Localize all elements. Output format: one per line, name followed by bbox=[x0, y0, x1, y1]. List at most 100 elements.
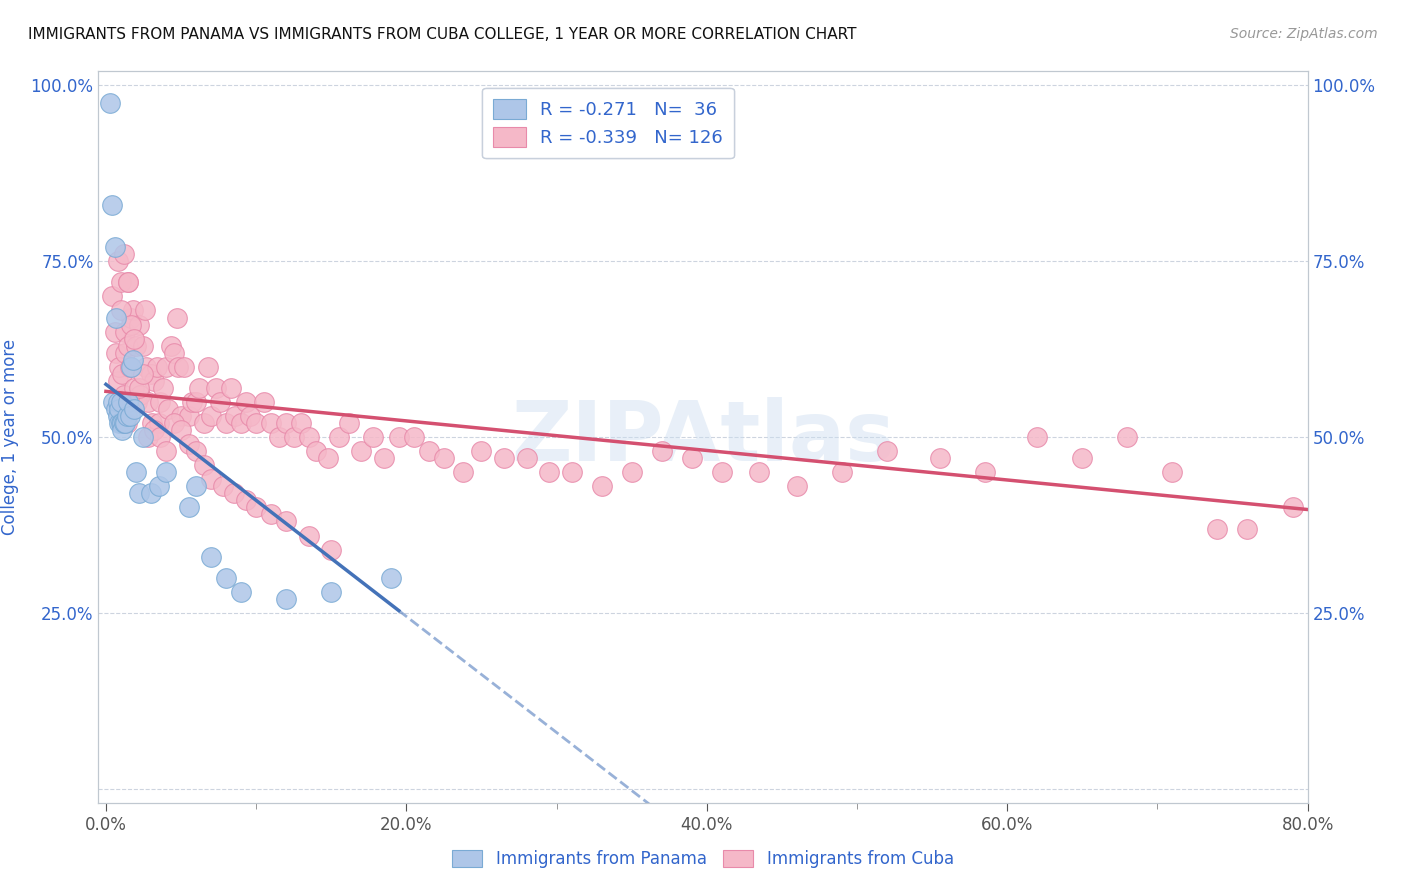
Point bbox=[159, 339, 181, 353]
Point bbox=[337, 416, 360, 430]
Point bbox=[245, 500, 267, 515]
Point bbox=[132, 367, 155, 381]
Point bbox=[321, 542, 343, 557]
Text: Source: ZipAtlas.com: Source: ZipAtlas.com bbox=[1230, 27, 1378, 41]
Point bbox=[121, 359, 143, 374]
Point bbox=[267, 430, 290, 444]
Point bbox=[107, 254, 129, 268]
Point bbox=[100, 95, 122, 110]
Point bbox=[105, 345, 128, 359]
Point bbox=[155, 444, 177, 458]
Point bbox=[193, 416, 215, 430]
Point bbox=[111, 423, 134, 437]
Point bbox=[973, 465, 995, 479]
Point bbox=[101, 289, 124, 303]
Point bbox=[117, 276, 139, 290]
Point bbox=[108, 401, 131, 416]
Point bbox=[193, 458, 215, 473]
Point bbox=[128, 381, 150, 395]
Point bbox=[200, 409, 222, 423]
Point bbox=[620, 465, 643, 479]
Point bbox=[112, 388, 135, 402]
Point bbox=[1206, 521, 1229, 535]
Point bbox=[786, 479, 808, 493]
Point bbox=[235, 493, 257, 508]
Point bbox=[177, 409, 200, 423]
Point bbox=[122, 352, 145, 367]
Point bbox=[124, 332, 146, 346]
Point bbox=[321, 584, 343, 599]
Legend: R = -0.271   N=  36, R = -0.339   N= 126: R = -0.271 N= 36, R = -0.339 N= 126 bbox=[482, 87, 734, 158]
Point bbox=[162, 345, 184, 359]
Point bbox=[115, 409, 138, 423]
Point bbox=[876, 444, 898, 458]
Point bbox=[117, 276, 139, 290]
Point bbox=[125, 339, 148, 353]
Point bbox=[167, 359, 190, 374]
Point bbox=[561, 465, 583, 479]
Point bbox=[107, 374, 129, 388]
Point bbox=[125, 465, 148, 479]
Point bbox=[470, 444, 492, 458]
Point bbox=[128, 318, 150, 332]
Point bbox=[316, 451, 339, 466]
Point bbox=[149, 395, 172, 409]
Point bbox=[121, 318, 143, 332]
Point bbox=[149, 430, 172, 444]
Point bbox=[222, 486, 245, 500]
Point bbox=[1236, 521, 1258, 535]
Point bbox=[298, 430, 321, 444]
Point bbox=[402, 430, 425, 444]
Point bbox=[651, 444, 673, 458]
Point bbox=[260, 416, 283, 430]
Point bbox=[110, 303, 132, 318]
Point bbox=[155, 465, 177, 479]
Point bbox=[1116, 430, 1139, 444]
Text: ZIPAtlas: ZIPAtlas bbox=[510, 397, 896, 477]
Point bbox=[363, 430, 385, 444]
Point bbox=[224, 409, 246, 423]
Point bbox=[515, 451, 537, 466]
Point bbox=[124, 401, 146, 416]
Point bbox=[112, 416, 135, 430]
Point bbox=[212, 479, 235, 493]
Point bbox=[170, 409, 193, 423]
Y-axis label: College, 1 year or more: College, 1 year or more bbox=[1, 339, 20, 535]
Point bbox=[117, 339, 139, 353]
Point bbox=[276, 416, 298, 430]
Point bbox=[105, 310, 128, 325]
Point bbox=[155, 359, 177, 374]
Point bbox=[122, 303, 145, 318]
Point bbox=[139, 486, 162, 500]
Point bbox=[188, 381, 211, 395]
Point bbox=[139, 367, 162, 381]
Point bbox=[110, 395, 132, 409]
Point bbox=[127, 395, 149, 409]
Point bbox=[108, 416, 131, 430]
Point bbox=[380, 571, 402, 585]
Point bbox=[253, 395, 276, 409]
Point bbox=[134, 303, 156, 318]
Point bbox=[104, 325, 127, 339]
Point bbox=[115, 416, 138, 430]
Point bbox=[162, 416, 184, 430]
Point bbox=[111, 367, 134, 381]
Point bbox=[117, 395, 139, 409]
Point bbox=[114, 345, 136, 359]
Point bbox=[537, 465, 560, 479]
Point bbox=[180, 395, 202, 409]
Point bbox=[197, 359, 219, 374]
Point bbox=[219, 381, 242, 395]
Point bbox=[103, 395, 125, 409]
Point bbox=[152, 381, 174, 395]
Point bbox=[101, 198, 124, 212]
Point bbox=[298, 528, 321, 542]
Point bbox=[114, 325, 136, 339]
Point bbox=[110, 416, 132, 430]
Point bbox=[128, 486, 150, 500]
Legend: Immigrants from Panama, Immigrants from Cuba: Immigrants from Panama, Immigrants from … bbox=[446, 843, 960, 875]
Point bbox=[305, 444, 328, 458]
Point bbox=[433, 451, 456, 466]
Point bbox=[184, 444, 207, 458]
Point bbox=[143, 374, 166, 388]
